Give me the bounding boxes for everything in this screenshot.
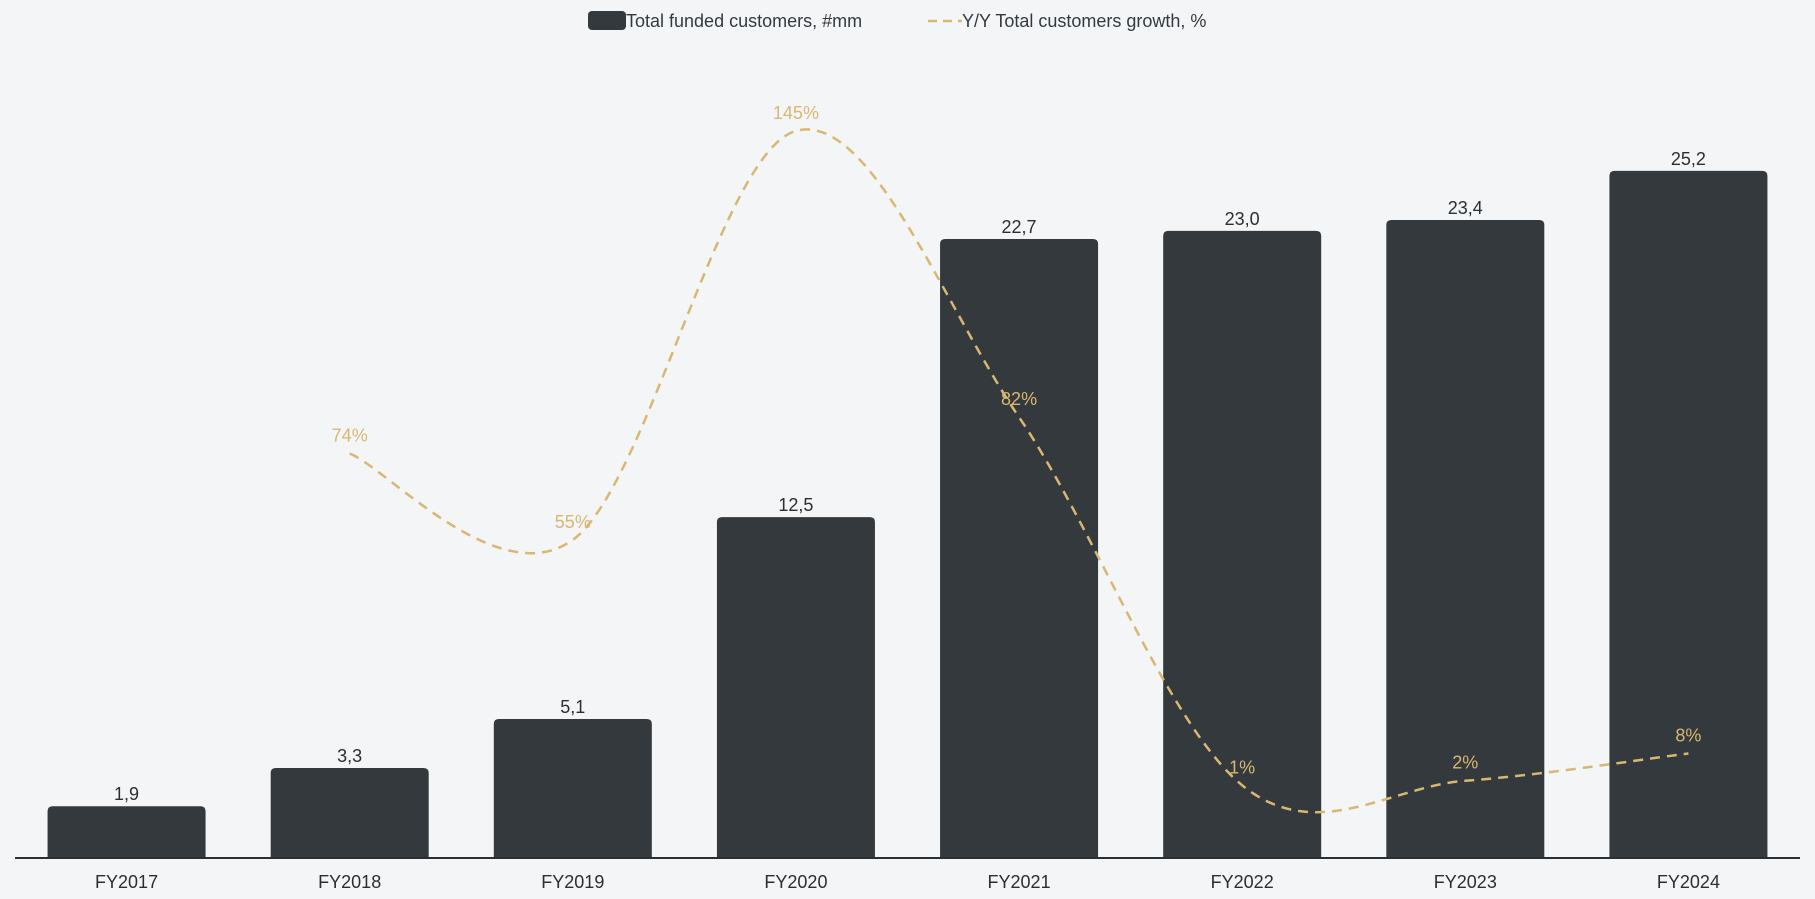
growth-value-label-fy2022: 1% [1229, 757, 1255, 777]
bar-value-label-fy2017: 1,9 [114, 784, 139, 804]
bar-fy2019 [493, 718, 652, 858]
legend: Total funded customers, #mm Y/Y Total cu… [588, 11, 1206, 31]
growth-value-label-fy2023: 2% [1452, 753, 1478, 773]
growth-value-label-fy2024: 8% [1675, 725, 1701, 745]
growth-value-label-fy2019: 55% [555, 512, 591, 532]
x-tick-label-fy2017: FY2017 [95, 872, 158, 892]
bar-series [47, 170, 1768, 859]
bar-value-label-fy2022: 23,0 [1225, 209, 1260, 229]
bar-fy2024 [1609, 170, 1768, 858]
bar-value-label-fy2023: 23,4 [1448, 198, 1483, 218]
bar-value-label-fy2019: 5,1 [560, 697, 585, 717]
growth-value-label-fy2020: 145% [773, 103, 819, 123]
legend-swatch-bars [588, 11, 626, 30]
legend-label-line: Y/Y Total customers growth, % [962, 11, 1206, 31]
x-tick-label-fy2021: FY2021 [988, 872, 1051, 892]
x-tick-label-fy2022: FY2022 [1211, 872, 1274, 892]
x-tick-label-fy2018: FY2018 [318, 872, 381, 892]
bar-value-label-fy2024: 25,2 [1671, 149, 1706, 169]
bar-value-label-fy2020: 12,5 [778, 495, 813, 515]
bar-value-label-fy2021: 22,7 [1002, 217, 1037, 237]
legend-label-bars: Total funded customers, #mm [626, 11, 862, 31]
x-tick-label-fy2023: FY2023 [1434, 872, 1497, 892]
x-tick-label-fy2020: FY2020 [764, 872, 827, 892]
bar-fy2023 [1386, 219, 1545, 858]
growth-line [349, 128, 1689, 814]
growth-value-label-fy2018: 74% [332, 426, 368, 446]
bar-fy2020 [716, 517, 875, 858]
x-axis-tick-labels: FY2017 FY2018 FY2019 FY2020 FY2021 FY2022 FY20… [95, 872, 1720, 892]
growth-value-label-fy2021: 82% [1001, 389, 1037, 409]
x-tick-label-fy2024: FY2024 [1657, 872, 1720, 892]
bar-fy2017 [47, 806, 206, 858]
x-tick-label-fy2019: FY2019 [541, 872, 604, 892]
bar-data-labels: 1,9 3,3 5,1 12,5 22,7 23,0 23,4 25,2 [114, 149, 1706, 804]
line-data-labels: 74% 55% 145% 82% 1% 2% 8% [332, 103, 1702, 777]
bar-value-label-fy2018: 3,3 [337, 746, 362, 766]
bar-fy2022 [1163, 230, 1322, 858]
bar-fy2018 [270, 768, 429, 858]
bar-fy2021 [940, 239, 1099, 859]
